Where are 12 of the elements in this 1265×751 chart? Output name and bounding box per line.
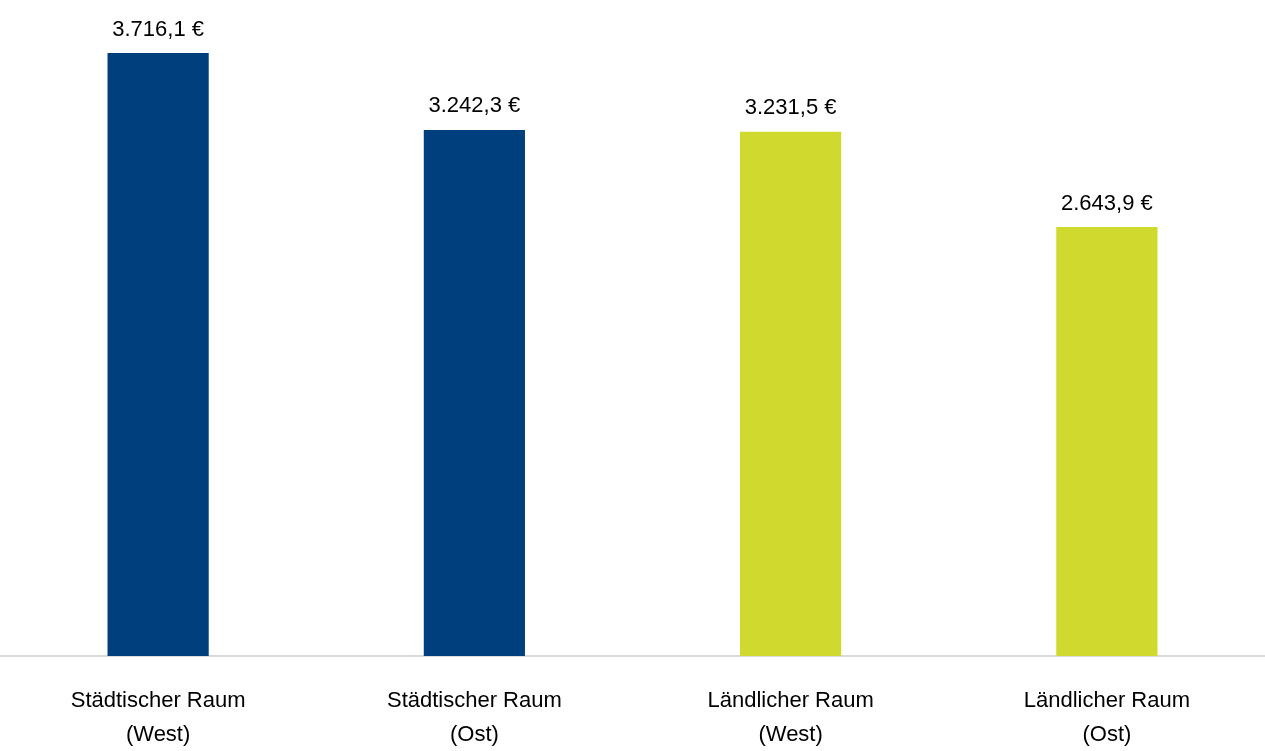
data-label: 3.716,1 € [112,15,204,41]
data-label: 3.231,5 € [744,94,837,120]
x-tick-label: Städtischer Raum (Ost) [386,686,562,746]
data-label: 3.242,3 € [428,92,521,118]
bar [1056,227,1158,656]
x-tick-label: Ländlicher Raum (West) [707,686,874,746]
data-label: 2.643,9 € [1061,189,1153,215]
bar [107,53,209,656]
x-tick-label: Ländlicher Raum (Ost) [1023,686,1191,746]
bar [740,131,842,656]
x-tick-label: Städtischer Raum (West) [70,686,246,746]
bar [423,129,525,656]
